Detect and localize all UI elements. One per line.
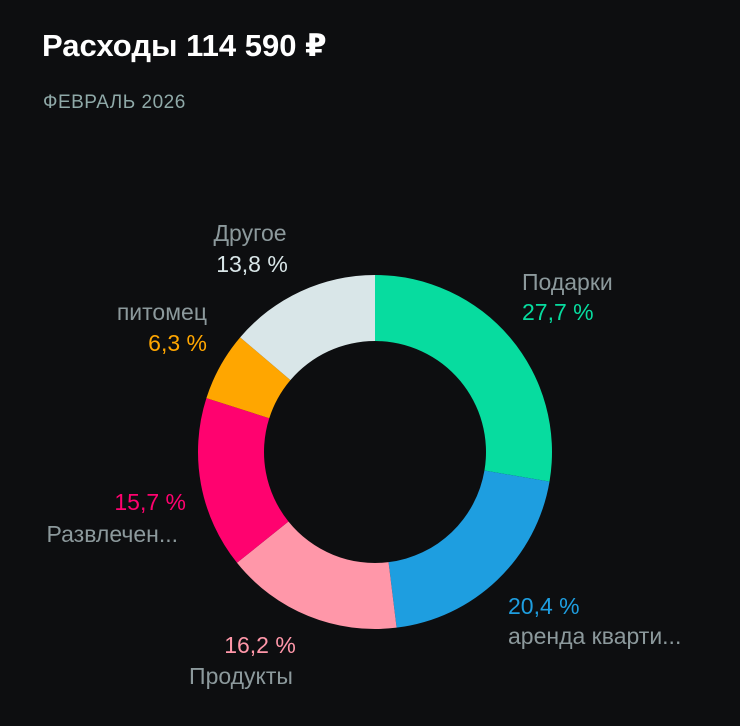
slice-gifts[interactable] <box>375 275 552 482</box>
slice-rent[interactable] <box>388 470 550 628</box>
slice-name-groceries: Продукты <box>189 663 293 689</box>
period-label[interactable]: ФЕВРАЛЬ 2026 <box>43 92 186 113</box>
donut-labels: Подарки 27,7 % 20,4 % аренда кварти... 1… <box>47 220 682 689</box>
slice-pct-rent: 20,4 % <box>508 593 580 619</box>
slice-pct-pet: 6,3 % <box>148 330 207 356</box>
slice-groceries[interactable] <box>236 521 397 629</box>
slice-name-gifts: Подарки <box>522 269 613 295</box>
slice-name-entertainment: Развлечен... <box>47 521 178 547</box>
page-title: Расходы 114 590 ₽ <box>42 28 327 63</box>
donut-slices <box>197 275 552 629</box>
slice-pet[interactable] <box>206 337 291 419</box>
slice-pct-other: 13,8 % <box>216 251 288 277</box>
slice-entertainment[interactable] <box>197 398 289 563</box>
slice-name-other: Другое <box>213 220 286 246</box>
slice-other[interactable] <box>240 275 375 381</box>
slice-pct-groceries: 16,2 % <box>224 632 296 658</box>
slice-name-rent: аренда кварти... <box>508 623 681 649</box>
slice-pct-gifts: 27,7 % <box>522 299 594 325</box>
slice-pct-entertainment: 15,7 % <box>114 489 186 515</box>
slice-name-pet: питомец <box>117 299 207 325</box>
